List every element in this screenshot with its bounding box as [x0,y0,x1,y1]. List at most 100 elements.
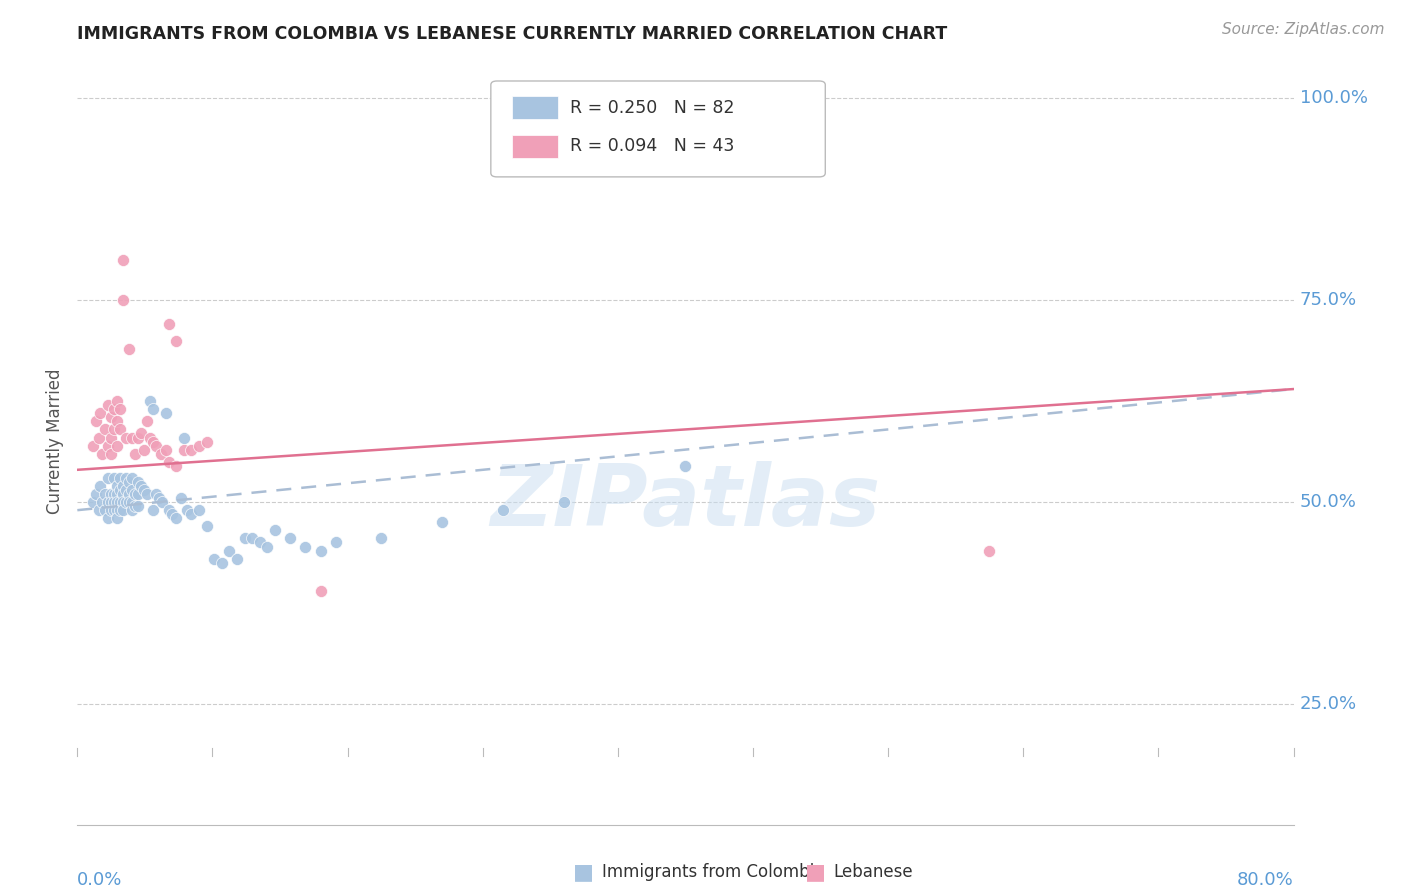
Point [127,430,149,444]
Point [105,487,128,501]
Point [152,495,174,509]
Point [176,503,198,517]
Point [165,458,187,473]
Point [211,556,233,570]
Point [89,406,111,420]
Point [108,471,131,485]
Point [90,495,112,509]
Point [218,543,240,558]
Point [93,503,115,517]
Point [278,532,301,546]
Point [165,511,187,525]
Point [105,394,128,409]
Point [979,543,1001,558]
Point [103,495,125,509]
Point [188,439,211,453]
Point [294,540,316,554]
Point [148,491,170,505]
Point [142,434,165,449]
Point [430,516,453,530]
Point [256,540,278,554]
Point [100,447,122,461]
Point [105,414,128,428]
Point [97,495,120,509]
Point [82,495,104,509]
Point [155,442,177,457]
Point [309,543,332,558]
Point [115,471,138,485]
Text: ■: ■ [574,863,593,882]
Point [118,475,141,489]
Point [129,479,152,493]
Text: Source: ZipAtlas.com: Source: ZipAtlas.com [1222,22,1385,37]
Point [105,503,128,517]
Point [115,430,138,444]
Point [139,394,162,409]
Point [103,503,125,517]
Text: 75.0%: 75.0% [1299,291,1357,310]
Point [136,487,159,501]
Point [124,447,146,461]
Point [82,439,104,453]
Point [100,503,122,517]
Point [188,503,211,517]
Point [100,495,122,509]
Point [226,551,249,566]
Point [240,532,263,546]
Point [108,483,131,497]
Point [121,483,143,497]
Point [675,458,697,473]
Point [145,439,167,453]
Text: IMMIGRANTS FROM COLOMBIA VS LEBANESE CURRENTLY MARRIED CORRELATION CHART: IMMIGRANTS FROM COLOMBIA VS LEBANESE CUR… [77,25,948,43]
Point [87,430,110,444]
Point [121,503,143,517]
Point [155,406,177,420]
Point [180,507,202,521]
Point [111,252,134,267]
Point [111,503,134,517]
Y-axis label: Currently Married: Currently Married [46,368,65,515]
Point [118,487,141,501]
Point [118,495,141,509]
Point [142,402,165,417]
Point [170,491,193,505]
Point [553,495,575,509]
Point [103,487,125,501]
Point [249,535,271,549]
Point [370,532,392,546]
Point [173,430,195,444]
Point [157,503,180,517]
Point [93,422,115,436]
Point [136,414,159,428]
Point [111,487,134,501]
Point [124,487,146,501]
Point [111,495,134,509]
Point [129,426,152,441]
Point [121,430,143,444]
Point [139,430,162,444]
Point [115,483,138,497]
Point [87,503,110,517]
Text: 0.0%: 0.0% [77,871,122,889]
Text: 50.0%: 50.0% [1299,493,1357,511]
Point [84,487,107,501]
Point [111,479,134,493]
Point [97,439,120,453]
Point [309,583,332,598]
Text: R = 0.094   N = 43: R = 0.094 N = 43 [569,137,734,155]
Text: ZIPatlas: ZIPatlas [491,461,880,544]
Point [105,495,128,509]
Point [111,293,134,308]
Point [121,495,143,509]
Point [105,511,128,525]
Point [118,342,141,356]
FancyBboxPatch shape [512,96,558,120]
Text: 100.0%: 100.0% [1299,89,1368,107]
Point [90,447,112,461]
Text: Lebanese: Lebanese [834,863,914,881]
Point [492,503,515,517]
Point [325,535,347,549]
Point [145,487,167,501]
Point [103,471,125,485]
FancyBboxPatch shape [491,81,825,177]
